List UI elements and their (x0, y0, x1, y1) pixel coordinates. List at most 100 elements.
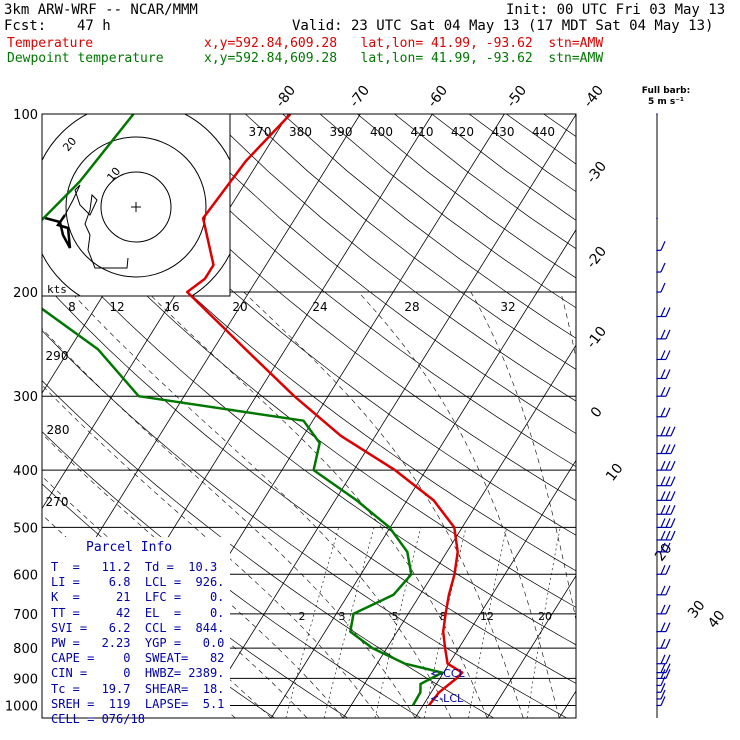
lcl-marker: <-LCL (430, 692, 464, 705)
wind-barb (660, 476, 666, 486)
parcel-info-row: SVI = 6.2 CCL = 844. (51, 620, 225, 635)
model-title: 3km ARW-WRF -- NCAR/MMM (4, 2, 198, 18)
wind-barb (665, 504, 671, 515)
dry-adiabat (133, 114, 576, 468)
dry-adiabat (42, 137, 576, 572)
parcel-info-title: Parcel Info (86, 540, 173, 555)
mixing-ratio-line (468, 527, 507, 718)
wind-barb (665, 460, 671, 471)
wind-barbs (656, 113, 676, 718)
wind-barb (660, 262, 666, 273)
isotherm-label: 40 (705, 608, 729, 632)
dry-adiabat (319, 114, 576, 309)
wind-barb (670, 426, 676, 437)
wind-barb (665, 542, 671, 553)
pressure-tick-label: 700 (13, 608, 38, 623)
mixing-ratio-label: 12 (109, 300, 124, 314)
wind-barb (665, 654, 671, 664)
wind-barb (665, 369, 671, 379)
parcel-info-row: PW = 2.23 YGP = 0.0 (51, 636, 225, 650)
isotherm (342, 344, 576, 718)
pressure-tick-label: 300 (13, 390, 38, 405)
moist-adiabat (243, 291, 524, 718)
hodograph-trace (64, 184, 129, 269)
mixing-ratio-label: 12 (480, 610, 494, 623)
wind-barb (660, 329, 666, 340)
isotherm-label: -70 (347, 83, 374, 111)
dry-adiabat (42, 185, 576, 608)
dry-adiabat (468, 114, 576, 193)
wind-barb (665, 518, 671, 528)
wind-barb (670, 491, 676, 501)
wind-barb (670, 504, 676, 515)
wind-barb (660, 518, 666, 528)
mixing-ratio-label: 2 (299, 610, 306, 623)
wind-barb (670, 518, 676, 528)
parcel-info-row: Tc = 19.7 SHEAR= 18. (51, 681, 225, 696)
mixing-ratio-label: 3 (339, 610, 346, 623)
wind-barb (670, 444, 676, 454)
dry-adiabat (170, 114, 576, 434)
wind-barb (660, 307, 666, 317)
dry-adiabat-label: 270 (46, 495, 69, 509)
hodograph-ring (100, 171, 172, 243)
temperature-legend: Temperature (7, 36, 94, 51)
theta-label: 390 (330, 125, 353, 139)
moist-adiabat (42, 384, 380, 718)
wind-barb-base (656, 113, 658, 115)
wind-barb (665, 669, 671, 679)
wind-barb (665, 307, 671, 317)
wind-barb (665, 407, 671, 418)
wind-barb (660, 696, 666, 706)
wind-barb-base (656, 217, 658, 219)
wind-barb (660, 491, 666, 501)
dewpoint-profile (42, 114, 444, 707)
mixing-ratio-label: 5 (392, 610, 399, 623)
wind-barb (660, 663, 666, 673)
moist-adiabat (560, 291, 576, 360)
wind-barb (665, 663, 671, 673)
wind-barb (665, 565, 671, 575)
wind-barb (660, 426, 666, 437)
mixing-ratio-line (323, 527, 375, 718)
dry-adiabat (431, 114, 576, 221)
isotherm (631, 114, 740, 718)
pressure-tick-label: 500 (13, 521, 38, 536)
wind-barb (665, 604, 671, 615)
pressure-tick-label: 200 (13, 286, 38, 301)
parcel-info-panel (42, 537, 230, 718)
wind-barb (660, 530, 666, 541)
wind-barb (665, 622, 671, 632)
wind-barb (660, 241, 666, 251)
pressure-tick-label: 600 (13, 568, 38, 583)
theta-label: 400 (370, 125, 393, 139)
wind-barb (665, 329, 671, 340)
wind-barb (660, 460, 666, 471)
dewpoint-legend: Dewpoint temperature (7, 51, 164, 66)
dry-adiabat (506, 114, 576, 165)
isotherm-label: 30 (685, 598, 709, 622)
wind-barb (660, 282, 666, 293)
wind-barb (660, 622, 666, 632)
wind-barb (665, 386, 671, 397)
parcel-info-row: SREH = 119 LAPSE= 5.1 (51, 696, 225, 711)
isotherm (414, 459, 576, 718)
isotherm (270, 229, 576, 718)
dry-adiabat (207, 114, 576, 402)
mixing-ratio-label: 20 (538, 610, 552, 623)
wind-barb (665, 585, 671, 596)
dry-adiabat (42, 232, 576, 646)
temperature-location: x,y=592.84,609.28 lat,lon= 41.99, -93.62… (204, 36, 604, 51)
isotherm-label: 0 (588, 404, 606, 421)
dry-adiabat (42, 280, 576, 684)
mixing-ratio-label: 32 (500, 300, 515, 314)
pressure-tick-label: 400 (13, 464, 38, 479)
mixing-ratio-label: 8 (68, 300, 76, 314)
parcel-info-row: T = 11.2 Td = 10.3 (51, 560, 218, 574)
isotherm-label: 10 (603, 461, 627, 485)
pressure-axis: 100 200 300 400 500 600 700 800 900 1000 (5, 108, 38, 714)
hodograph-units: kts (47, 283, 67, 296)
wind-barb (670, 460, 676, 471)
theta-label: 380 (289, 125, 312, 139)
